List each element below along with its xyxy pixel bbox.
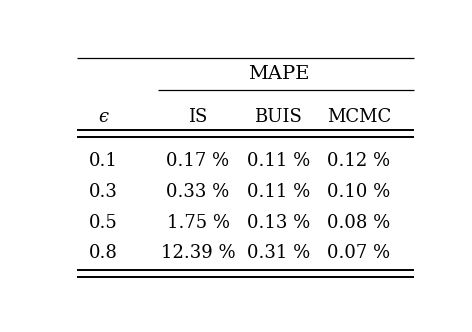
Text: 0.11 %: 0.11 %: [247, 152, 310, 170]
Text: 0.11 %: 0.11 %: [247, 183, 310, 201]
Text: 0.8: 0.8: [88, 244, 118, 262]
Text: 12.39 %: 12.39 %: [160, 244, 236, 262]
Text: 0.1: 0.1: [88, 152, 118, 170]
Text: BUIS: BUIS: [254, 108, 303, 125]
Text: 0.07 %: 0.07 %: [328, 244, 390, 262]
Text: 1.75 %: 1.75 %: [167, 213, 229, 232]
Text: IS: IS: [188, 108, 208, 125]
Text: 0.17 %: 0.17 %: [167, 152, 229, 170]
Text: 0.13 %: 0.13 %: [247, 213, 310, 232]
Text: ϵ: ϵ: [98, 108, 108, 125]
Text: 0.5: 0.5: [89, 213, 117, 232]
Text: MCMC: MCMC: [327, 108, 391, 125]
Text: MAPE: MAPE: [248, 65, 309, 83]
Text: 0.3: 0.3: [88, 183, 118, 201]
Text: 0.31 %: 0.31 %: [247, 244, 310, 262]
Text: 0.10 %: 0.10 %: [327, 183, 391, 201]
Text: 0.12 %: 0.12 %: [328, 152, 390, 170]
Text: 0.08 %: 0.08 %: [327, 213, 391, 232]
Text: 0.33 %: 0.33 %: [166, 183, 230, 201]
